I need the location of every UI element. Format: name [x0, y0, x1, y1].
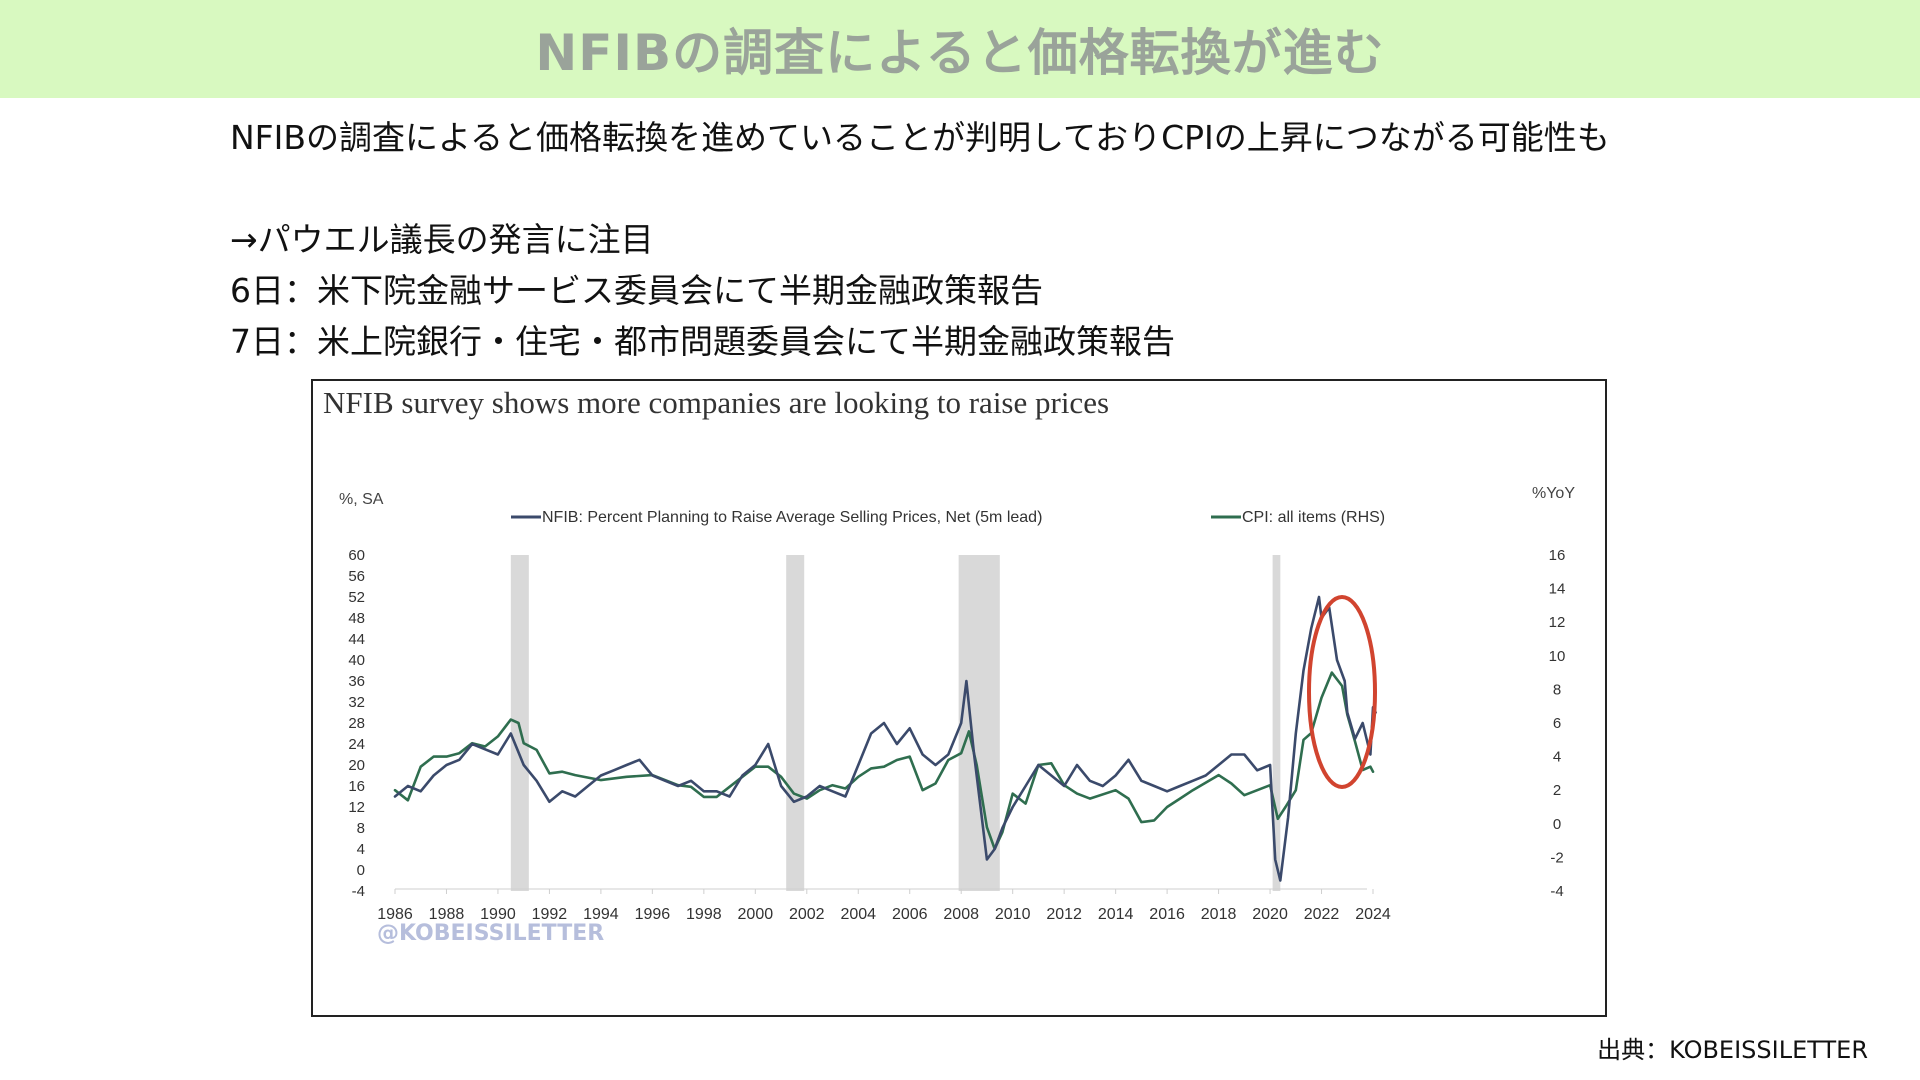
x-tick-label: 2000: [738, 906, 774, 923]
right-tick-label: 2: [1553, 782, 1561, 799]
left-tick-label: 36: [348, 673, 365, 690]
page-title: NFIBの調査によると価格転換が進む: [535, 24, 1385, 82]
x-tick-label: 2018: [1201, 906, 1237, 923]
left-tick-label: 40: [348, 652, 365, 669]
body-text: NFIBの調査によると価格転換を進めていることが判明しておりCPIの上昇につなが…: [230, 112, 1870, 367]
x-tick-label: 2022: [1304, 906, 1340, 923]
recession-band-2: [958, 555, 1000, 891]
axes: 60565248444036322824201612840-4161412108…: [348, 547, 1565, 923]
x-tick-label: 2008: [943, 906, 979, 923]
chart-svg: NFIB survey shows more companies are loo…: [323, 385, 1575, 946]
left-tick-label: 20: [348, 757, 365, 774]
x-tick-label: 2024: [1355, 906, 1391, 923]
x-tick-label: 1998: [686, 906, 722, 923]
chart-container: NFIB survey shows more companies are loo…: [311, 379, 1607, 1017]
recession-band-1: [786, 555, 805, 891]
cpi-series-line: [393, 671, 1375, 851]
left-tick-label: 4: [357, 841, 365, 858]
left-tick-label: 16: [348, 778, 365, 795]
right-axis-label: %YoY: [1532, 485, 1575, 502]
left-tick-label: 56: [348, 568, 365, 585]
watermark: @KOBEISSILETTER: [377, 921, 604, 946]
right-tick-label: 16: [1549, 547, 1566, 564]
left-tick-label: 32: [348, 694, 365, 711]
left-tick-label: 24: [348, 736, 365, 753]
recession-band-3: [1272, 555, 1281, 891]
right-tick-label: 10: [1549, 648, 1566, 665]
left-tick-label: 48: [348, 610, 365, 627]
left-tick-label: 0: [357, 862, 365, 879]
highlight-circle: [1307, 595, 1377, 789]
series-lines: [393, 595, 1377, 882]
right-tick-label: 6: [1553, 715, 1561, 732]
source-note: 出典：KOBEISSILETTER: [1597, 1036, 1868, 1064]
left-tick-label: 52: [348, 589, 365, 606]
x-tick-label: 2016: [1149, 906, 1185, 923]
x-tick-label: 2012: [1046, 906, 1082, 923]
x-tick-label: 1994: [583, 906, 619, 923]
left-tick-label: -4: [352, 883, 365, 900]
chart-title: NFIB survey shows more companies are loo…: [323, 385, 1109, 420]
right-tick-label: -2: [1550, 849, 1563, 866]
right-tick-label: 4: [1553, 749, 1561, 766]
left-tick-label: 8: [357, 820, 365, 837]
x-tick-label: 2006: [892, 906, 928, 923]
x-tick-label: 2004: [840, 906, 876, 923]
right-tick-label: 8: [1553, 681, 1561, 698]
title-band: NFIBの調査によると価格転換が進む: [0, 0, 1920, 98]
left-axis-label: %, SA: [339, 491, 384, 508]
legend-label-nfib: NFIB: Percent Planning to Raise Average …: [542, 509, 1042, 526]
x-tick-label: 1986: [377, 906, 413, 923]
x-tick-label: 1988: [429, 906, 465, 923]
right-tick-label: -4: [1550, 883, 1563, 900]
body-line-4: 7日：米上院銀行・住宅・都市問題委員会にて半期金融政策報告: [230, 322, 1175, 361]
left-tick-label: 12: [348, 799, 365, 816]
x-tick-label: 1990: [480, 906, 516, 923]
body-line-3: 6日：米下院金融サービス委員会にて半期金融政策報告: [230, 271, 1043, 310]
right-tick-label: 14: [1549, 581, 1566, 598]
x-tick-label: 1992: [532, 906, 568, 923]
nfib-series-line: [393, 595, 1377, 882]
body-line-1: NFIBの調査によると価格転換を進めていることが判明しておりCPIの上昇につなが…: [230, 118, 1610, 157]
left-tick-label: 60: [348, 547, 365, 564]
x-tick-label: 2020: [1252, 906, 1288, 923]
legend-label-cpi: CPI: all items (RHS): [1242, 509, 1385, 526]
right-tick-label: 12: [1549, 614, 1566, 631]
body-line-2: →パウエル議長の発言に注目: [230, 220, 654, 259]
x-tick-label: 2010: [995, 906, 1031, 923]
right-tick-label: 0: [1553, 816, 1561, 833]
left-tick-label: 28: [348, 715, 365, 732]
left-tick-label: 44: [348, 631, 365, 648]
x-tick-label: 2014: [1098, 906, 1134, 923]
x-tick-label: 1996: [635, 906, 671, 923]
x-tick-label: 2002: [789, 906, 825, 923]
recession-bands: [510, 555, 1281, 891]
